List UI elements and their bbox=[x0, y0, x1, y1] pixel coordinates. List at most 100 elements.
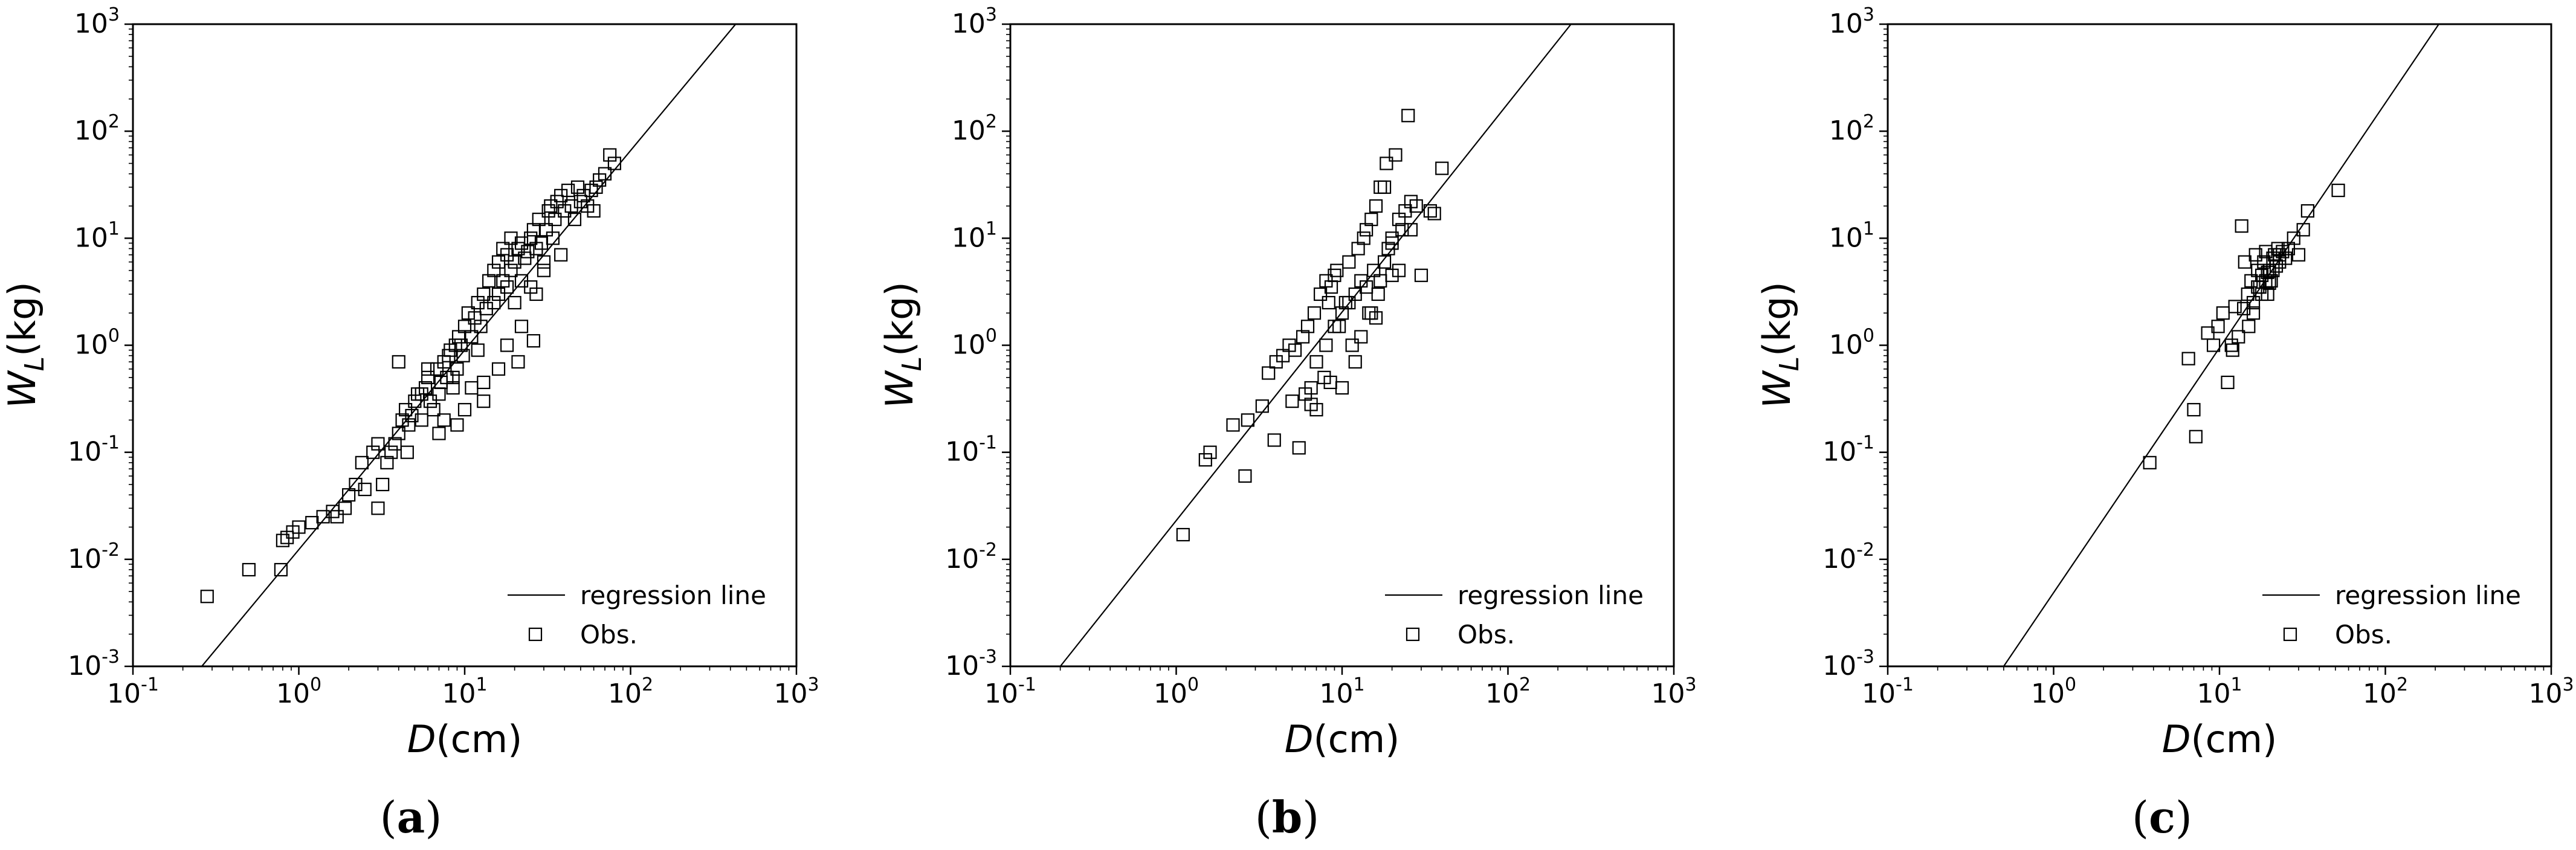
observation-point bbox=[526, 334, 541, 348]
plot-area bbox=[2003, 24, 2439, 666]
observation-point bbox=[1409, 199, 1423, 213]
observation-point bbox=[423, 394, 437, 408]
observation-point bbox=[1427, 207, 1441, 221]
observation-point bbox=[1226, 418, 1240, 432]
observation-point bbox=[1330, 263, 1344, 277]
legend-label-obs: Obs. bbox=[580, 620, 638, 649]
x-tick-label: 103 bbox=[773, 674, 819, 709]
observation-point bbox=[2237, 301, 2251, 315]
observation-point bbox=[392, 355, 405, 369]
axis-ticks: 10-1 100 101 102 103 10-3 10-2 10-1 100 101 102 103 bbox=[945, 4, 1696, 709]
observation-point bbox=[2221, 375, 2235, 390]
observation-point bbox=[1392, 263, 1406, 277]
observation-point bbox=[589, 180, 603, 194]
observation-point bbox=[430, 362, 444, 376]
observation-point bbox=[482, 274, 496, 288]
x-tick-label: 100 bbox=[1154, 674, 1199, 709]
observation-point bbox=[2211, 320, 2225, 333]
observation-point bbox=[1369, 199, 1383, 213]
observation-point bbox=[598, 167, 612, 181]
observation-point bbox=[1357, 231, 1370, 245]
panel-caption: (a) bbox=[380, 791, 442, 843]
observation-point bbox=[508, 295, 521, 310]
observation-point bbox=[1335, 306, 1349, 320]
observation-point bbox=[437, 413, 451, 427]
observation-point bbox=[415, 387, 428, 401]
y-tick-label: 100 bbox=[952, 326, 997, 361]
observation-point bbox=[2187, 403, 2201, 417]
observation-point bbox=[2248, 248, 2262, 262]
observation-point bbox=[511, 355, 525, 369]
legend-marker-swatch bbox=[528, 627, 543, 642]
observation-point bbox=[587, 204, 601, 218]
legend-label-obs: Obs. bbox=[2335, 620, 2392, 649]
observation-point bbox=[554, 248, 568, 262]
observation-point bbox=[477, 287, 491, 301]
observation-point bbox=[1395, 223, 1409, 237]
observation-point bbox=[1348, 355, 1362, 369]
observation-point bbox=[1423, 204, 1437, 218]
y-axis-label: WL(kg) bbox=[0, 282, 50, 408]
chart-panel-a: 10-1 100 101 102 103 10-3 10-2 10-1 100 101 102 103… bbox=[0, 4, 819, 843]
observation-point bbox=[1369, 311, 1383, 325]
plot-area bbox=[1059, 24, 1572, 666]
x-axis-label: D(cm) bbox=[407, 717, 523, 761]
axis-ticks: 10-1 100 101 102 103 10-3 10-2 10-1 100 101 102 103 bbox=[68, 4, 819, 709]
observation-point bbox=[457, 320, 472, 333]
observation-point bbox=[1328, 320, 1341, 333]
observation-point bbox=[564, 199, 578, 213]
observation-point bbox=[1262, 366, 1276, 380]
observation-point bbox=[2181, 352, 2195, 365]
y-tick-label: 100 bbox=[1829, 326, 1874, 361]
observation-point bbox=[2228, 300, 2242, 314]
observation-point bbox=[405, 408, 419, 423]
observation-point bbox=[408, 394, 422, 408]
observation-point bbox=[2242, 320, 2256, 333]
observation-point bbox=[465, 330, 479, 344]
observation-point bbox=[446, 370, 460, 384]
observation-point bbox=[477, 394, 491, 408]
panel-caption-letter: b bbox=[1272, 791, 1302, 843]
observation-point bbox=[491, 255, 506, 269]
observation-point bbox=[477, 375, 491, 390]
legend-label-regression-line: regression line bbox=[580, 581, 766, 610]
observation-point bbox=[1176, 527, 1190, 542]
observation-point bbox=[548, 213, 562, 227]
observation-point bbox=[2189, 430, 2203, 443]
observation-point bbox=[1285, 394, 1299, 408]
x-axis-label: D(cm) bbox=[2162, 717, 2277, 761]
observation-point bbox=[376, 477, 390, 492]
observation-point bbox=[1198, 453, 1212, 467]
observation-point bbox=[2238, 255, 2252, 269]
observation-point bbox=[2273, 255, 2287, 269]
observation-point bbox=[1371, 287, 1385, 301]
regression-line bbox=[1059, 24, 1572, 666]
observation-point bbox=[1292, 441, 1306, 455]
observation-point bbox=[2143, 456, 2157, 469]
observation-point bbox=[1304, 381, 1318, 395]
observation-point bbox=[1203, 445, 1217, 459]
observation-point bbox=[1377, 255, 1392, 269]
observation-point bbox=[371, 437, 385, 451]
observation-point bbox=[1328, 268, 1341, 282]
observation-markers bbox=[200, 148, 621, 604]
legend: regression line Obs. bbox=[508, 581, 766, 649]
observation-point bbox=[576, 188, 590, 202]
observation-point bbox=[500, 280, 514, 294]
observation-point bbox=[421, 362, 435, 376]
observation-point bbox=[242, 562, 256, 577]
observation-point bbox=[415, 413, 428, 427]
observation-point bbox=[537, 255, 551, 269]
legend: regression line Obs. bbox=[2262, 581, 2521, 649]
x-tick-label: 10-1 bbox=[1862, 674, 1914, 709]
observation-point bbox=[1342, 295, 1356, 310]
legend-marker-swatch bbox=[2283, 627, 2297, 642]
observation-point bbox=[1360, 223, 1374, 237]
observation-point bbox=[316, 510, 330, 524]
observation-point bbox=[456, 349, 470, 362]
observation-point bbox=[1380, 156, 1393, 170]
observation-point bbox=[2331, 184, 2345, 198]
axes-frame bbox=[1009, 23, 1675, 668]
observation-point bbox=[450, 362, 464, 376]
